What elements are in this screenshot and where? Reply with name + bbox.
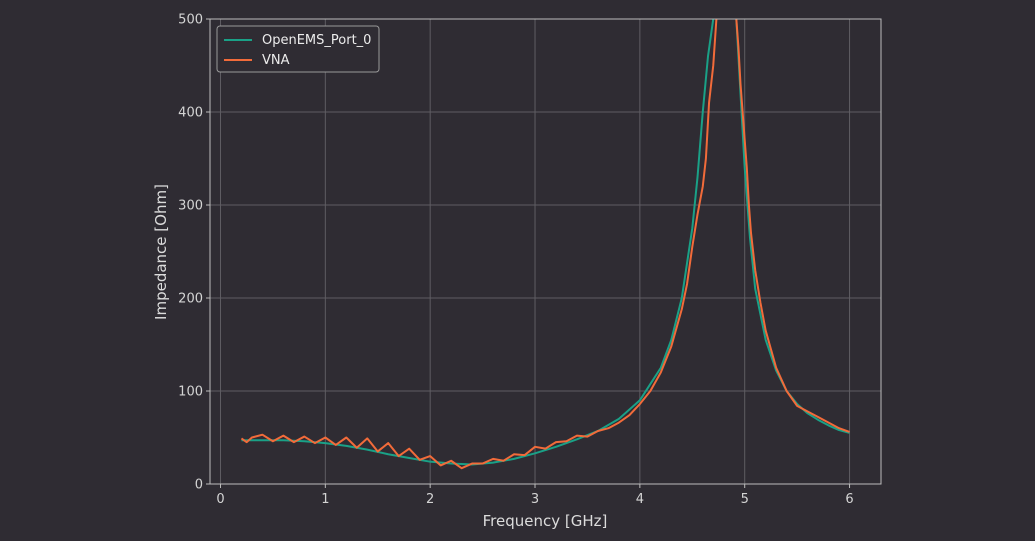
x-tick-label: 4 [636,492,644,507]
series-line-openems-port-0 [241,19,850,466]
x-tick-label: 0 [216,492,224,507]
legend-label-vna: VNA [262,53,290,68]
y-axis-ticks: 0 100 200 300 400 500 [178,13,210,493]
y-tick-label: 100 [178,385,203,400]
plot-frame [209,18,882,485]
y-tick-label: 200 [178,292,203,307]
legend: OpenEMS_Port_0 VNA [216,25,380,73]
x-tick-label: 6 [845,492,853,507]
x-axis-ticks: 0 1 2 3 4 5 6 [216,484,854,507]
x-axis-label: Frequency [GHz] [483,512,608,530]
legend-label-openems-port-0: OpenEMS_Port_0 [262,33,371,48]
series-line-vna [240,19,850,470]
y-axis-label: Impedance [Ohm] [152,184,170,320]
plot-area [210,19,881,484]
y-tick-label: 300 [178,199,203,214]
y-tick-label: 400 [178,106,203,121]
y-tick-label: 500 [178,13,203,28]
x-tick-label: 5 [741,492,749,507]
x-tick-label: 2 [426,492,434,507]
x-tick-label: 1 [321,492,329,507]
x-tick-label: 3 [531,492,539,507]
legend-box [216,25,380,73]
y-tick-label: 0 [195,478,203,493]
